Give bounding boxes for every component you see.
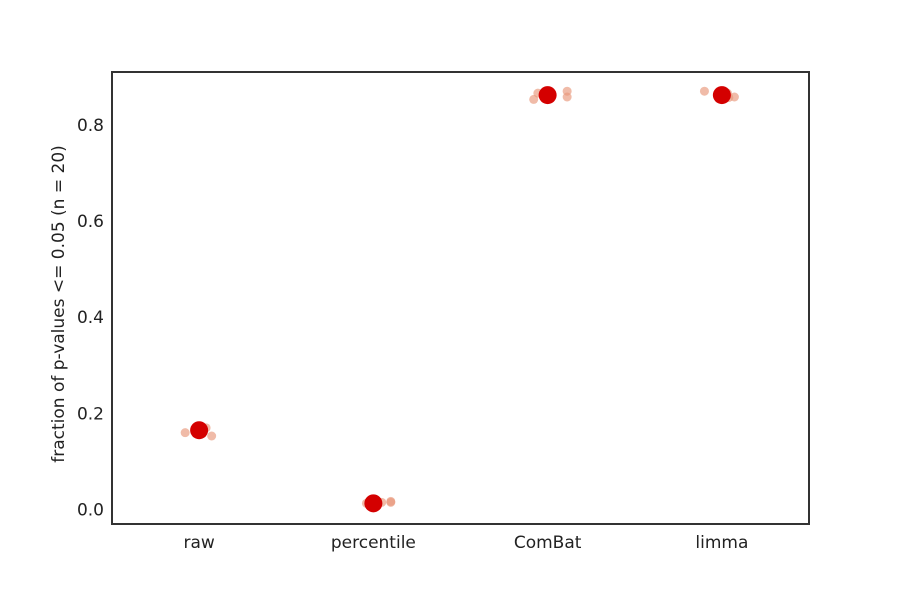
x-tick-label: limma [695,533,748,553]
x-tick-label: ComBat [514,533,582,553]
replicate-point [180,428,190,438]
x-tick-labels: raw percentile ComBat limma [183,533,748,553]
mean-point [190,421,209,440]
y-tick-label: 0.2 [77,404,104,424]
y-tick-label: 0.4 [77,308,104,328]
plot-frame [111,71,810,525]
y-tick-label: 0.6 [77,212,104,232]
mean-point [712,86,731,105]
replicate-point [699,86,709,96]
replicate-point [562,86,572,96]
mean-point [364,494,383,513]
y-tick-labels: 0.0 0.2 0.4 0.6 0.8 [77,116,104,521]
plot-area [180,86,739,513]
replicate-point [386,496,396,506]
y-tick-label: 0.0 [77,501,104,521]
y-axis-label: fraction of p-values <= 0.05 (n = 20) [49,145,69,463]
x-tick-label: raw [183,533,214,553]
x-tick-label: percentile [331,533,416,553]
y-tick-label: 0.8 [77,116,104,136]
mean-point [538,86,557,105]
replicate-point [207,431,217,441]
replicate-point [729,92,739,102]
